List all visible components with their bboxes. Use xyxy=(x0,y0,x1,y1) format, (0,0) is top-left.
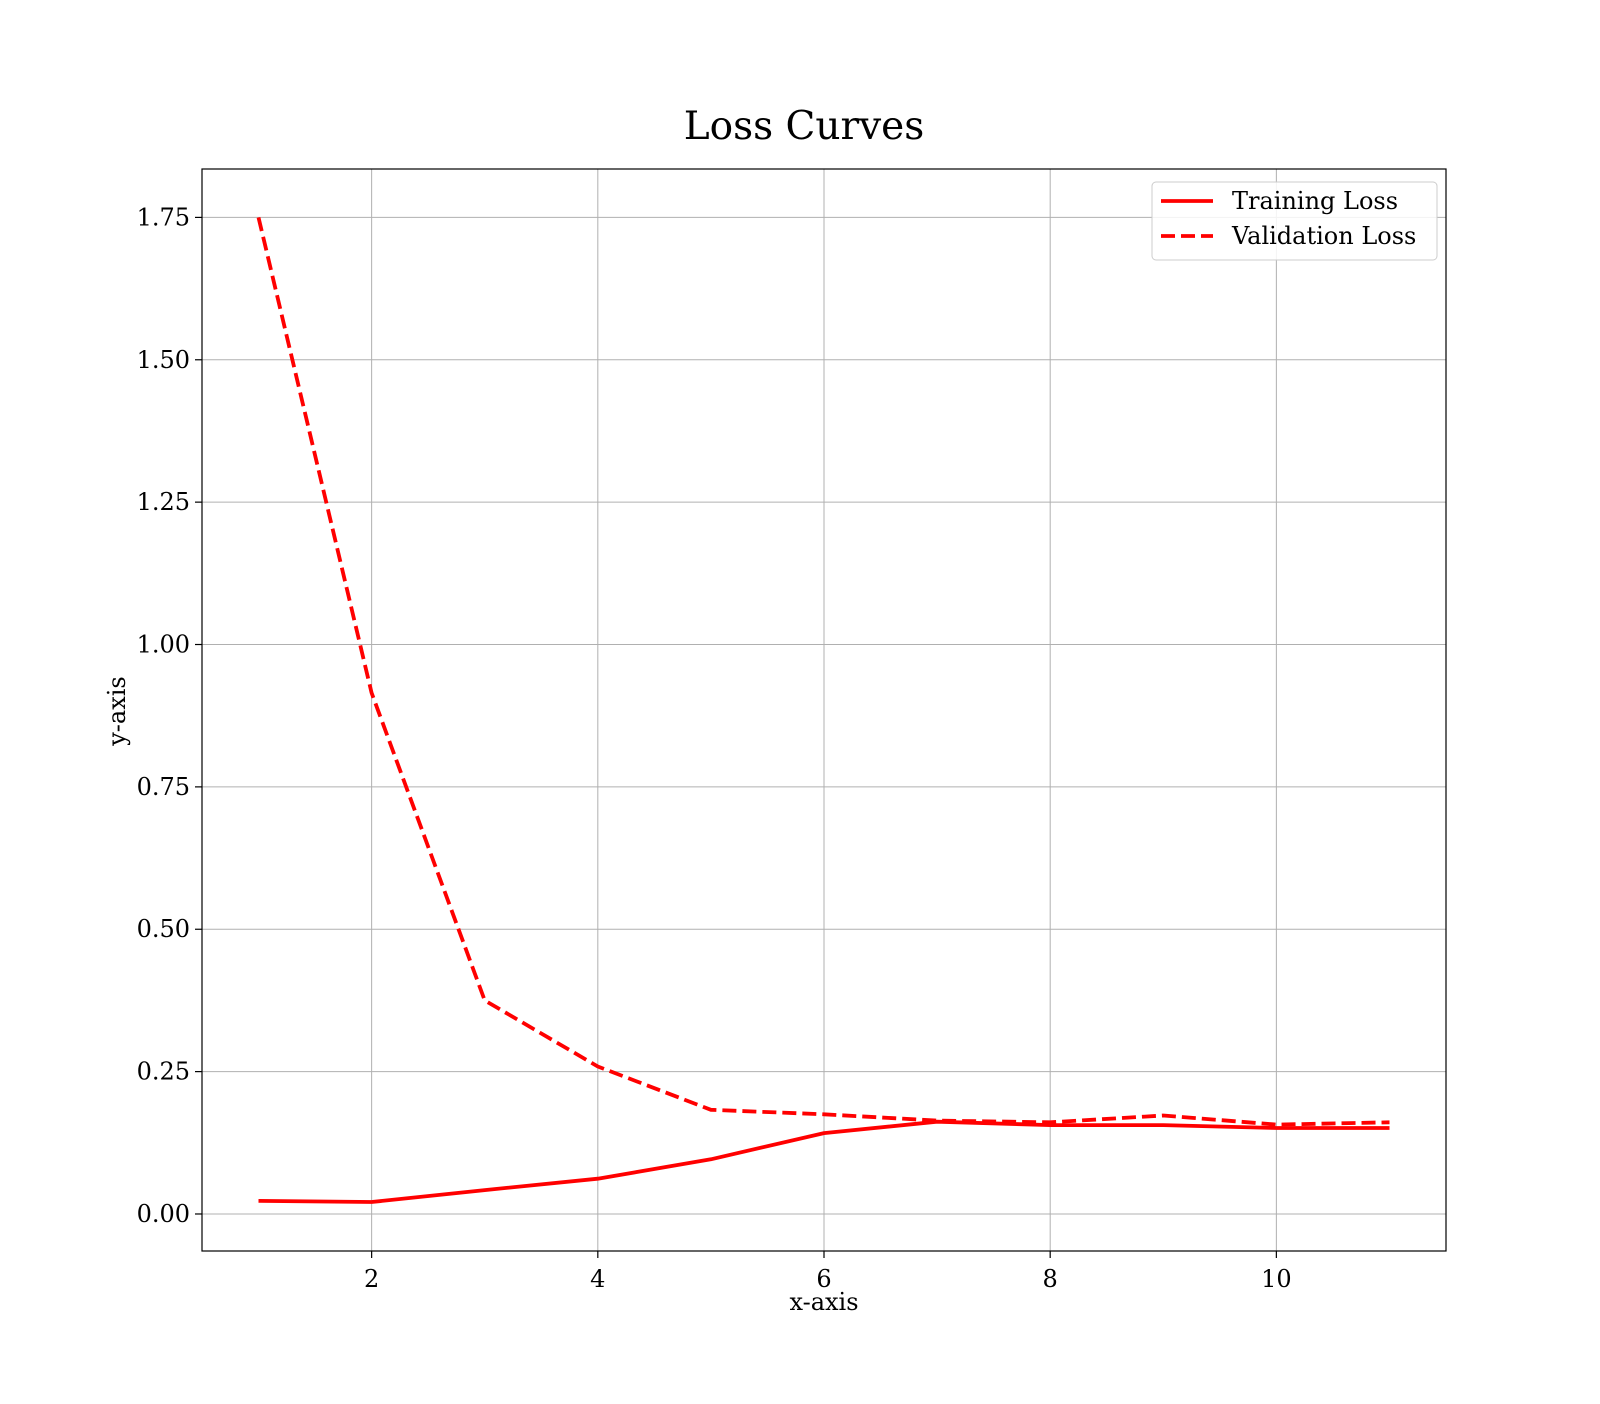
x-tick-label: 10 xyxy=(1261,1265,1292,1293)
y-tick-label: 0.25 xyxy=(137,1058,190,1086)
y-tick-label: 1.00 xyxy=(137,631,190,659)
y-axis-label: y-axis xyxy=(103,676,131,747)
y-tick-label: 0.00 xyxy=(137,1200,190,1228)
y-tick-label: 1.50 xyxy=(137,346,190,374)
legend-label-training-loss: Training Loss xyxy=(1232,187,1398,215)
grid xyxy=(202,169,1446,1251)
legend-label-validation-loss: Validation Loss xyxy=(1231,222,1416,250)
y-axis-ticks: 0.00 0.25 0.50 0.75 1.00 1.25 1.50 1.75 xyxy=(137,203,202,1228)
x-axis-label: x-axis xyxy=(789,1288,858,1316)
y-tick-label: 1.75 xyxy=(137,203,190,231)
y-tick-label: 0.75 xyxy=(137,773,190,801)
chart-title: Loss Curves xyxy=(684,104,925,149)
x-tick-label: 8 xyxy=(1043,1265,1058,1293)
y-tick-label: 1.25 xyxy=(137,488,190,516)
x-tick-label: 4 xyxy=(590,1265,605,1293)
x-tick-label: 2 xyxy=(364,1265,379,1293)
y-tick-label: 0.50 xyxy=(137,915,190,943)
legend: Training Loss Validation Loss xyxy=(1152,182,1437,260)
